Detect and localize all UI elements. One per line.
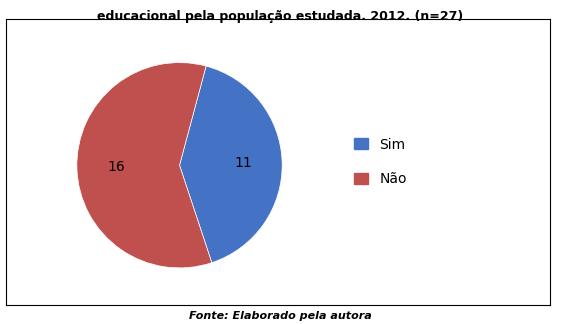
Wedge shape — [180, 66, 282, 263]
Text: 11: 11 — [234, 156, 252, 170]
Wedge shape — [77, 63, 212, 268]
Legend: Sim, Não: Sim, Não — [354, 138, 407, 186]
Text: 16: 16 — [107, 160, 125, 174]
Text: Fonte: Elaborado pela autora: Fonte: Elaborado pela autora — [189, 311, 372, 321]
Text: educacional pela população estudada. 2012. (n=27): educacional pela população estudada. 201… — [98, 10, 463, 23]
